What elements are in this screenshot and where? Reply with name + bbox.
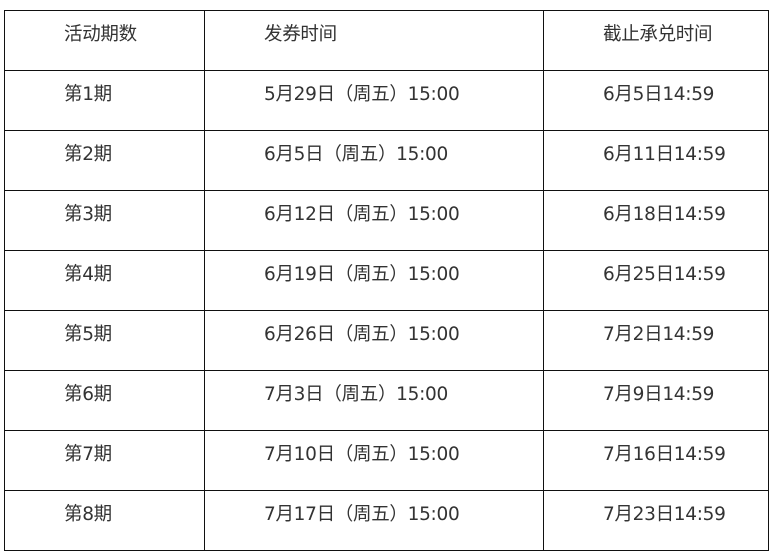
table-cell: 7月23日14:59: [543, 490, 769, 551]
header-cell: 截止承兑时间: [543, 10, 769, 71]
table-cell: 7月17日（周五）15:00: [204, 490, 544, 551]
table-cell: 7月16日14:59: [543, 430, 769, 491]
cell-deadline: 7月16日14:59: [603, 444, 726, 465]
table-cell: 6月25日14:59: [543, 250, 769, 311]
table-cell: 第1期: [4, 70, 205, 131]
table-row: 第6期 7月3日（周五）15:00 7月9日14:59: [4, 370, 769, 431]
table-cell: 6月5日（周五）15:00: [204, 130, 544, 191]
table-row: 第2期 6月5日（周五）15:00 6月11日14:59: [4, 130, 769, 191]
cell-period: 第7期: [64, 444, 112, 465]
table-cell: 第3期: [4, 190, 205, 251]
table-header-row: 活动期数 发券时间 截止承兑时间: [4, 10, 769, 71]
table-cell: 7月10日（周五）15:00: [204, 430, 544, 491]
table-cell: 5月29日（周五）15:00: [204, 70, 544, 131]
table-cell: 6月5日14:59: [543, 70, 769, 131]
table-row: 第8期 7月17日（周五）15:00 7月23日14:59: [4, 490, 769, 551]
cell-deadline: 6月5日14:59: [603, 84, 715, 105]
table-cell: 7月9日14:59: [543, 370, 769, 431]
table-cell: 6月19日（周五）15:00: [204, 250, 544, 311]
table-row: 第3期 6月12日（周五）15:00 6月18日14:59: [4, 190, 769, 251]
cell-issue-time: 6月19日（周五）15:00: [264, 264, 460, 285]
cell-deadline: 7月23日14:59: [603, 504, 726, 525]
cell-issue-time: 6月5日（周五）15:00: [264, 144, 448, 165]
cell-issue-time: 6月12日（周五）15:00: [264, 204, 460, 225]
cell-issue-time: 7月17日（周五）15:00: [264, 504, 460, 525]
table-cell: 第4期: [4, 250, 205, 311]
table-cell: 6月11日14:59: [543, 130, 769, 191]
table-cell: 第6期: [4, 370, 205, 431]
cell-deadline: 7月2日14:59: [603, 324, 715, 345]
table-cell: 6月12日（周五）15:00: [204, 190, 544, 251]
cell-deadline: 7月9日14:59: [603, 384, 715, 405]
cell-period: 第6期: [64, 384, 112, 405]
cell-issue-time: 7月3日（周五）15:00: [264, 384, 448, 405]
table-cell: 第8期: [4, 490, 205, 551]
cell-issue-time: 7月10日（周五）15:00: [264, 444, 460, 465]
cell-deadline: 6月18日14:59: [603, 204, 726, 225]
schedule-table: 活动期数 发券时间 截止承兑时间 第1期 5月29日（周五）15:00 6月5日14…: [4, 10, 769, 551]
header-period: 活动期数: [64, 24, 137, 45]
cell-issue-time: 6月26日（周五）15:00: [264, 324, 460, 345]
table-row: 第4期 6月19日（周五）15:00 6月25日14:59: [4, 250, 769, 311]
cell-period: 第5期: [64, 324, 112, 345]
header-deadline: 截止承兑时间: [603, 24, 713, 45]
cell-deadline: 6月11日14:59: [603, 144, 726, 165]
cell-period: 第8期: [64, 504, 112, 525]
table-cell: 第2期: [4, 130, 205, 191]
header-issue-time: 发券时间: [264, 24, 337, 45]
table-cell: 第5期: [4, 310, 205, 371]
table-cell: 7月3日（周五）15:00: [204, 370, 544, 431]
table-row: 第1期 5月29日（周五）15:00 6月5日14:59: [4, 70, 769, 131]
cell-period: 第3期: [64, 204, 112, 225]
table-cell: 第7期: [4, 430, 205, 491]
table-row: 第7期 7月10日（周五）15:00 7月16日14:59: [4, 430, 769, 491]
table-cell: 7月2日14:59: [543, 310, 769, 371]
table-cell: 6月18日14:59: [543, 190, 769, 251]
table-row: 第5期 6月26日（周五）15:00 7月2日14:59: [4, 310, 769, 371]
cell-issue-time: 5月29日（周五）15:00: [264, 84, 460, 105]
header-cell: 发券时间: [204, 10, 544, 71]
cell-deadline: 6月25日14:59: [603, 264, 726, 285]
cell-period: 第1期: [64, 84, 112, 105]
header-cell: 活动期数: [4, 10, 205, 71]
table-cell: 6月26日（周五）15:00: [204, 310, 544, 371]
cell-period: 第2期: [64, 144, 112, 165]
cell-period: 第4期: [64, 264, 112, 285]
